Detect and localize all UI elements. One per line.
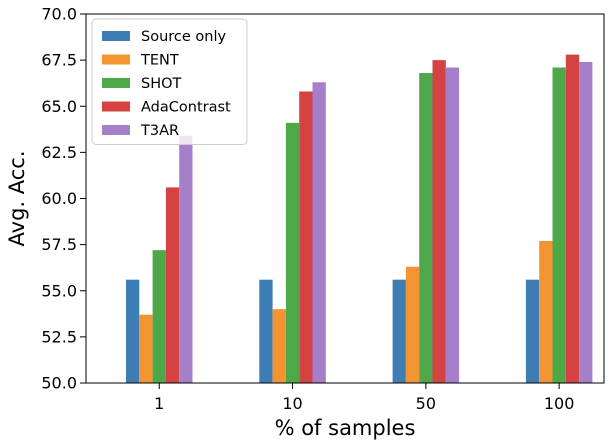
bar-shot-100 <box>552 67 566 383</box>
bar-tent-1 <box>139 314 153 383</box>
x-tick-label: 10 <box>282 394 302 413</box>
axes-layer: 50.0 52.5 55.0 57.5 60.0 62.5 65.0 67.5 70.0 1 10 5… <box>41 5 605 413</box>
legend-swatch <box>102 78 130 88</box>
bar-adacontrast-50 <box>432 60 446 384</box>
legend-swatch <box>102 31 130 41</box>
bar-adacontrast-100 <box>565 54 580 384</box>
x-tick-label: 1 <box>154 394 164 413</box>
bars-layer <box>126 54 593 384</box>
bar-t3ar-50 <box>445 67 460 383</box>
y-tick-label: 55.0 <box>41 281 77 300</box>
y-tick-label: 52.5 <box>41 327 77 346</box>
bar-adacontrast-1 <box>165 187 180 383</box>
legend-swatch <box>102 125 130 135</box>
legend-box <box>91 18 248 145</box>
bar-tent-50 <box>405 266 420 383</box>
legend-label: SHOT <box>141 76 182 92</box>
y-tick-label: 60.0 <box>41 189 77 208</box>
y-tick-label: 67.5 <box>41 51 77 70</box>
x-tick-label: 50 <box>416 394 436 413</box>
x-tick-label: 100 <box>544 394 575 413</box>
bar-source-only-100 <box>525 279 540 383</box>
legend-swatch <box>102 54 130 65</box>
legend-label: AdaContrast <box>141 100 231 116</box>
legend-label: TENT <box>140 53 179 69</box>
y-tick-label: 70.0 <box>41 5 77 24</box>
bar-shot-50 <box>419 73 433 383</box>
bar-tent-10 <box>272 309 286 383</box>
legend-label: T3AR <box>140 123 179 139</box>
legend-label: Source only <box>141 29 227 45</box>
bar-t3ar-1 <box>179 135 193 383</box>
bar-t3ar-10 <box>312 82 326 384</box>
bar-shot-10 <box>285 122 300 384</box>
bar-source-only-10 <box>259 279 273 383</box>
y-axis-label: Avg. Acc. <box>5 150 29 246</box>
y-tick-label: 65.0 <box>41 97 77 116</box>
y-tick-label: 62.5 <box>41 143 77 162</box>
y-tick-label: 50.0 <box>41 374 77 393</box>
x-axis-label: % of samples <box>275 416 416 440</box>
bar-adacontrast-10 <box>299 91 313 384</box>
bar-source-only-1 <box>126 279 140 383</box>
legend-swatch <box>102 101 130 112</box>
bar-source-only-50 <box>392 279 406 383</box>
bar-t3ar-100 <box>579 61 593 383</box>
legend: Source only TENT SHOT AdaContrast T3AR <box>91 18 248 145</box>
y-tick-label: 57.5 <box>41 235 77 254</box>
bar-tent-100 <box>539 240 553 383</box>
bar-shot-1 <box>152 250 166 383</box>
